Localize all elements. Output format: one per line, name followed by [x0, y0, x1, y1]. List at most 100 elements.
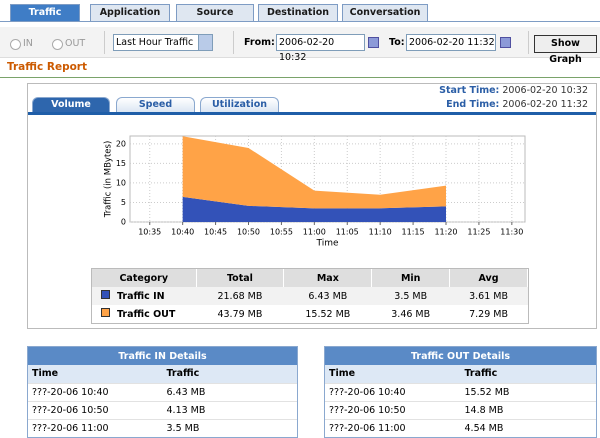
detail-row: ???-20-06 11:004.54 MB [325, 419, 596, 437]
detail-row: ???-20-06 10:4015.52 MB [325, 383, 596, 401]
report-tab[interactable]: Volume [32, 97, 110, 112]
separator [528, 31, 529, 54]
legend-swatch [101, 290, 110, 299]
title-row: Traffic OUT Details [325, 347, 596, 365]
y-tick-label: 10 [116, 178, 126, 187]
y-tick-label: 0 [121, 218, 126, 227]
column-header: Category [92, 269, 196, 287]
x-tick-label: 11:10 [369, 228, 392, 237]
period-select[interactable]: Last Hour Traffic [113, 34, 213, 51]
report-tab[interactable]: Speed [116, 97, 195, 112]
page: Traffic Report Start Time: 2006-02-20 10… [0, 0, 600, 426]
detail-cell: ???-20-06 10:40 [28, 383, 163, 401]
radio[interactable] [52, 39, 63, 50]
value-cell: 3.5 MB [372, 287, 450, 305]
y-tick-label: 5 [121, 198, 126, 207]
detail-row: ???-20-06 10:504.13 MB [28, 401, 297, 419]
value-cell: 6.43 MB [284, 287, 372, 305]
detail-cell: 3.5 MB [163, 419, 298, 437]
detail-cell: ???-20-06 10:50 [325, 401, 461, 419]
value-cell: 3.46 MB [372, 305, 450, 323]
detail-row: ???-20-06 10:406.43 MB [28, 383, 297, 401]
from-label: From: [244, 37, 275, 48]
x-tick-label: 10:40 [171, 228, 194, 237]
detail-title: Traffic IN Details [28, 347, 297, 365]
column-header: Min [372, 269, 450, 287]
x-tick-label: 11:20 [434, 228, 457, 237]
legend-swatch [101, 308, 110, 317]
value-cell: 7.29 MB [450, 305, 528, 323]
detail-cell: 6.43 MB [163, 383, 298, 401]
nav-tab[interactable]: Source [176, 4, 254, 21]
table: Traffic IN DetailsTimeTraffic???-20-06 1… [28, 347, 297, 437]
title-row: Traffic IN Details [28, 347, 297, 365]
detail-title: Traffic OUT Details [325, 347, 596, 365]
legend-label: Traffic IN [117, 291, 165, 302]
nav-tab[interactable]: Traffic [10, 4, 80, 21]
column-header: Max [284, 269, 372, 287]
y-tick-label: 15 [116, 159, 126, 168]
radio-label: OUT [65, 38, 85, 49]
x-tick-label: 11:30 [500, 228, 523, 237]
nav-tab[interactable]: Conversation [342, 4, 428, 21]
header-row: TimeTraffic [28, 365, 297, 383]
detail-cell: ???-20-06 11:00 [325, 419, 461, 437]
y-axis-title: Traffic (in MBytes) [104, 141, 114, 219]
column-header: Avg [450, 269, 528, 287]
report-tab[interactable]: Utilization [200, 97, 279, 112]
show-graph-button[interactable]: Show Graph [534, 35, 597, 53]
detail-cell: 4.54 MB [461, 419, 597, 437]
table: Traffic OUT DetailsTimeTraffic???-20-06 … [325, 347, 596, 437]
x-tick-label: 11:25 [467, 228, 490, 237]
detail-cell: ???-20-06 10:40 [325, 383, 461, 401]
nav-tab[interactable]: Application [90, 4, 170, 21]
detail-cell: 14.8 MB [461, 401, 597, 419]
select-arrow [198, 35, 212, 50]
x-tick-label: 10:35 [138, 228, 161, 237]
calendar-icon[interactable] [368, 37, 379, 48]
header-row: TimeTraffic [325, 365, 596, 383]
detail-cell: ???-20-06 10:50 [28, 401, 163, 419]
y-tick-label: 20 [116, 139, 126, 148]
separator [233, 31, 234, 54]
category-cell: Traffic IN [92, 287, 196, 305]
x-tick-label: 10:50 [237, 228, 260, 237]
detail-table: Traffic IN DetailsTimeTraffic???-20-06 1… [27, 346, 298, 438]
detail-cell: 15.52 MB [461, 383, 597, 401]
x-tick-label: 11:00 [303, 228, 326, 237]
x-tick-label: 10:55 [270, 228, 293, 237]
to-input[interactable]: 2006-02-20 11:32 [406, 34, 496, 51]
separator [104, 31, 105, 54]
from-input[interactable]: 2006-02-20 10:32 [276, 34, 365, 51]
x-axis-title: Time [315, 239, 338, 249]
summary-table: CategoryTotalMaxMinAvg Traffic IN 21.68 MB… [91, 268, 529, 324]
column-header: Time [28, 365, 163, 383]
x-tick-label: 11:15 [402, 228, 425, 237]
value-cell: 15.52 MB [284, 305, 372, 323]
detail-row: ???-20-06 11:003.5 MB [28, 419, 297, 437]
detail-cell: 4.13 MB [163, 401, 298, 419]
summary-row: Traffic OUT 43.79 MB15.52 MB3.46 MB7.29 M… [92, 305, 528, 323]
calendar-icon[interactable] [500, 37, 511, 48]
category-cell: Traffic OUT [92, 305, 196, 323]
value-cell: 43.79 MB [196, 305, 284, 323]
value-cell: 3.61 MB [450, 287, 528, 305]
column-header: Total [196, 269, 284, 287]
detail-row: ???-20-06 10:5014.8 MB [325, 401, 596, 419]
header-row: CategoryTotalMaxMinAvg [92, 269, 528, 287]
column-header: Traffic [461, 365, 597, 383]
nav-tab[interactable]: Destination [258, 4, 338, 21]
radio-label: IN [23, 38, 33, 49]
legend-label: Traffic OUT [117, 309, 175, 320]
x-tick-label: 10:45 [204, 228, 227, 237]
detail-table: Traffic OUT DetailsTimeTraffic???-20-06 … [324, 346, 597, 438]
value-cell: 21.68 MB [196, 287, 284, 305]
detail-cell: ???-20-06 11:00 [28, 419, 163, 437]
x-tick-label: 11:05 [336, 228, 359, 237]
column-header: Traffic [163, 365, 298, 383]
radio[interactable] [10, 39, 21, 50]
column-header: Time [325, 365, 461, 383]
to-label: To: [389, 37, 405, 48]
summary-row: Traffic IN 21.68 MB6.43 MB3.5 MB3.61 MB [92, 287, 528, 305]
table: CategoryTotalMaxMinAvg Traffic IN 21.68 MB… [92, 269, 528, 323]
